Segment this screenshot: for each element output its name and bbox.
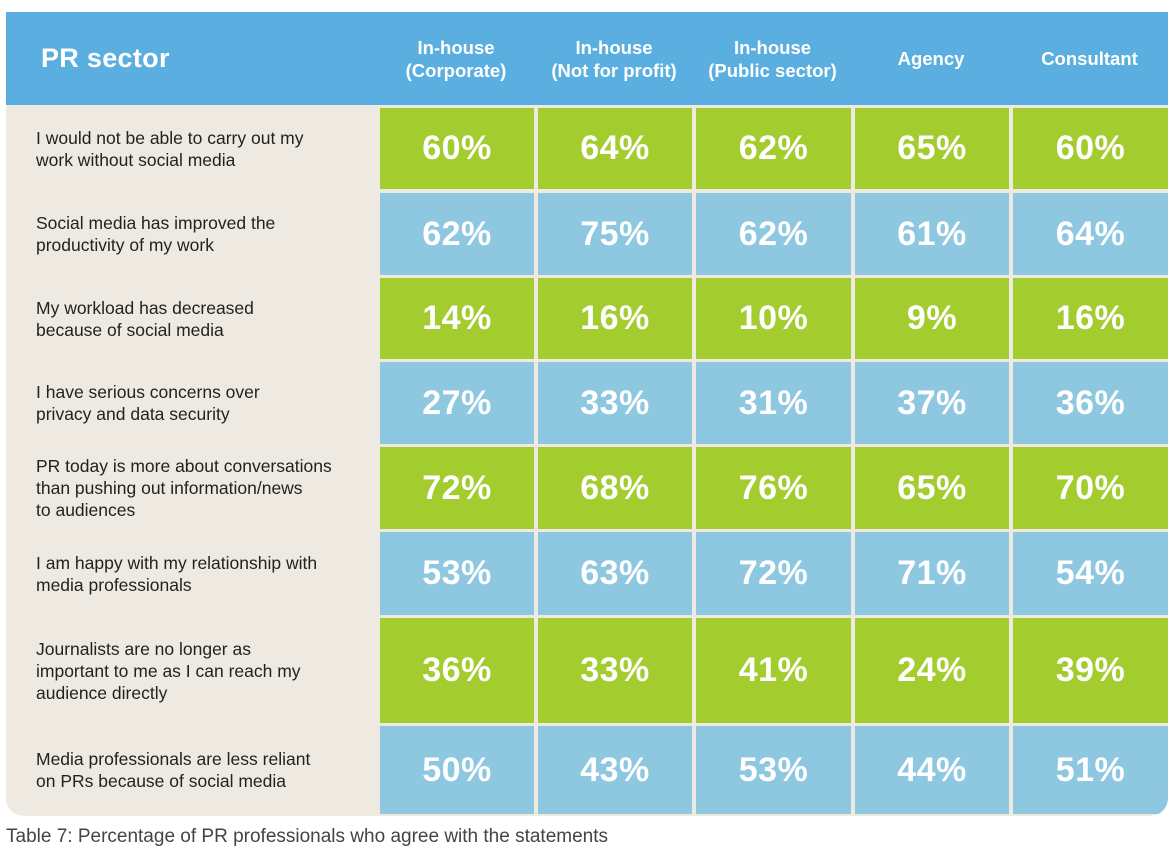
value-cell-consultant: 36% [1013,362,1168,444]
value-cell-agency: 37% [855,362,1009,444]
value-cell-agency: 61% [855,193,1009,275]
column-header-not-for-profit: In-house (Not for profit) [551,36,677,81]
row-statement: PR today is more about conversations tha… [6,447,378,529]
table-row: Media professionals are less reliant on … [6,726,1168,814]
value-cell-public-sector: 41% [696,618,851,723]
column-header-public-sector: In-house (Public sector) [708,36,837,81]
value-cell-not-for-profit: 33% [538,362,692,444]
table-row: Social media has improved the productivi… [6,193,1168,275]
table-row: PR today is more about conversations tha… [6,447,1168,529]
row-statement: My workload has decreased because of soc… [6,278,378,359]
value-cell-not-for-profit: 63% [538,532,692,615]
value-cell-corporate: 36% [380,618,534,723]
value-cell-agency: 24% [855,618,1009,723]
value-cell-corporate: 62% [380,193,534,275]
value-cell-corporate: 53% [380,532,534,615]
table-caption: Table 7: Percentage of PR professionals … [6,826,609,847]
column-header-consultant: Consultant [1041,48,1138,69]
value-cell-consultant: 54% [1013,532,1168,615]
value-cell-consultant: 64% [1013,193,1168,275]
row-statement: I would not be able to carry out my work… [6,108,378,189]
value-cell-not-for-profit: 75% [538,193,692,275]
value-cell-corporate: 27% [380,362,534,444]
value-cell-public-sector: 53% [696,726,851,814]
row-statement: Media professionals are less reliant on … [6,726,378,814]
value-cell-public-sector: 10% [696,278,851,359]
column-header-corporate: In-house (Corporate) [405,36,507,81]
table-row: I am happy with my relationship with med… [6,532,1168,615]
row-statement: Journalists are no longer as important t… [6,618,378,723]
table-row: I would not be able to carry out my work… [6,108,1168,189]
value-cell-consultant: 39% [1013,618,1168,723]
value-cell-agency: 65% [855,447,1009,529]
value-cell-public-sector: 62% [696,193,851,275]
value-cell-consultant: 16% [1013,278,1168,359]
value-cell-corporate: 50% [380,726,534,814]
table-header: PR sector In-house (Corporate) In-house … [6,12,1168,105]
value-cell-agency: 44% [855,726,1009,814]
value-cell-not-for-profit: 64% [538,108,692,189]
value-cell-public-sector: 72% [696,532,851,615]
value-cell-public-sector: 31% [696,362,851,444]
value-cell-corporate: 60% [380,108,534,189]
value-cell-consultant: 60% [1013,108,1168,189]
value-cell-agency: 9% [855,278,1009,359]
value-cell-not-for-profit: 68% [538,447,692,529]
row-statement: I have serious concerns over privacy and… [6,362,378,444]
value-cell-not-for-profit: 43% [538,726,692,814]
value-cell-public-sector: 76% [696,447,851,529]
value-cell-public-sector: 62% [696,108,851,189]
column-header-agency: Agency [897,48,965,69]
value-cell-agency: 65% [855,108,1009,189]
table-row: My workload has decreased because of soc… [6,278,1168,359]
value-cell-corporate: 14% [380,278,534,359]
value-cell-agency: 71% [855,532,1009,615]
table-row: I have serious concerns over privacy and… [6,362,1168,444]
row-header-title: PR sector [41,43,170,73]
data-table: PR sector In-house (Corporate) In-house … [6,12,1168,816]
row-statement: I am happy with my relationship with med… [6,532,378,615]
table-row: Journalists are no longer as important t… [6,618,1168,723]
value-cell-not-for-profit: 33% [538,618,692,723]
value-cell-consultant: 70% [1013,447,1168,529]
value-cell-consultant: 51% [1013,726,1168,814]
value-cell-not-for-profit: 16% [538,278,692,359]
row-statement: Social media has improved the productivi… [6,193,378,275]
value-cell-corporate: 72% [380,447,534,529]
